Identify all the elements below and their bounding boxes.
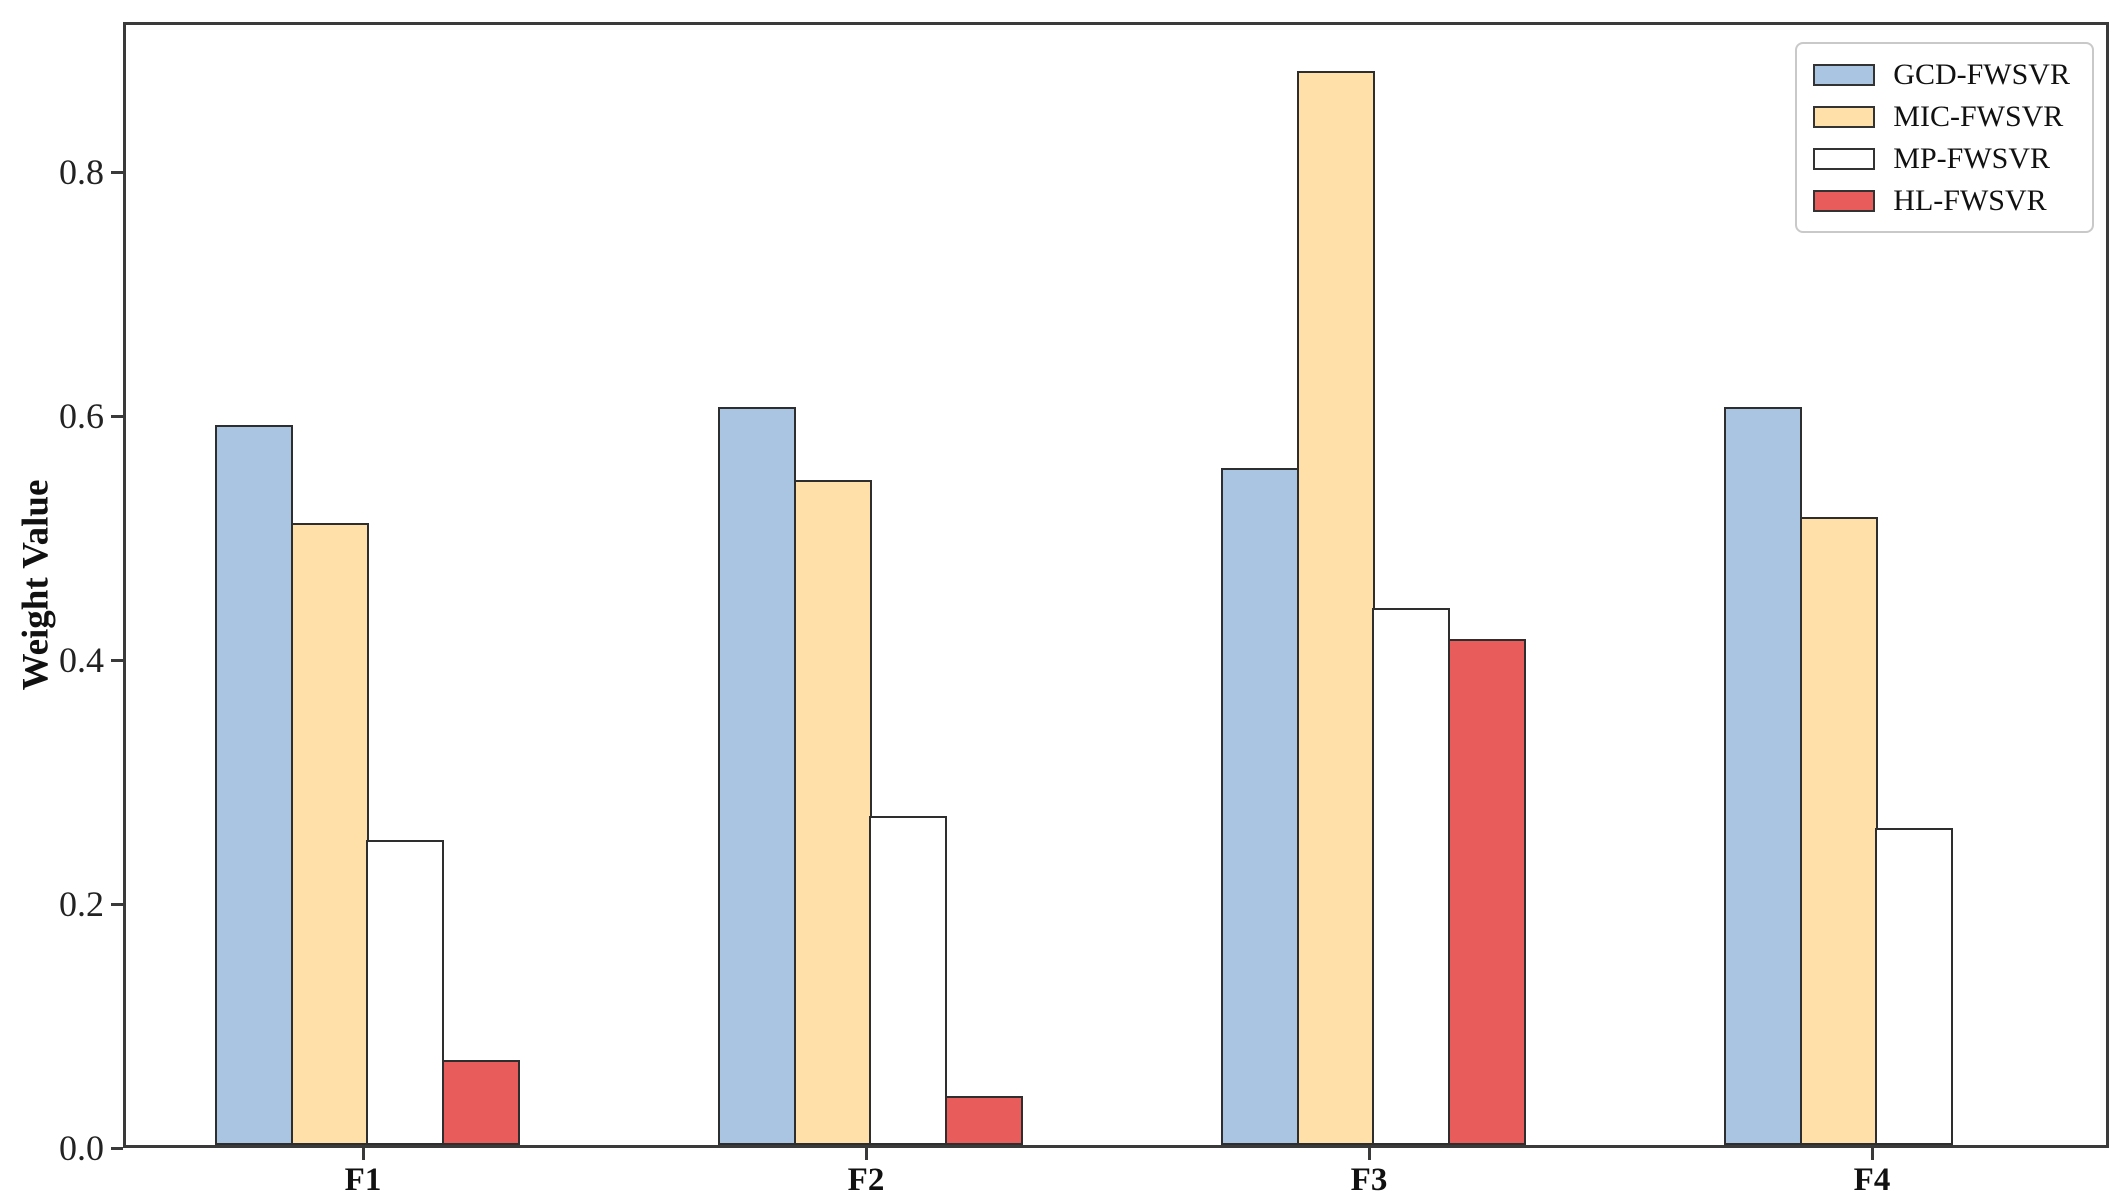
y-tick-label: 0.8 — [59, 152, 104, 193]
legend-swatch-MP-FWSVR — [1813, 147, 1876, 170]
y-tick-mark — [111, 658, 123, 662]
x-tick-label-F3: F3 — [1350, 1162, 1388, 1198]
bar-F1-GCD-FWSVR — [215, 425, 293, 1145]
bars-layer — [126, 25, 2106, 1145]
bar-F2-MP-FWSVR — [869, 815, 947, 1145]
bar-F2-MIC-FWSVR — [793, 480, 872, 1145]
y-tick-mark — [111, 414, 123, 418]
legend-label: MIC-FWSVR — [1893, 100, 2064, 133]
legend: GCD-FWSVR MIC-FWSVR MP-FWSVR HL-FWSVR — [1795, 42, 2094, 233]
legend-swatch-MIC-FWSVR — [1813, 105, 1876, 128]
bar-F4-GCD-FWSVR — [1724, 406, 1802, 1145]
x-tick-label-F4: F4 — [1853, 1162, 1891, 1198]
y-tick-label: 0.6 — [59, 396, 104, 437]
x-tick-label-F2: F2 — [847, 1162, 885, 1198]
legend-item: MIC-FWSVR — [1813, 100, 2070, 133]
bar-F3-MP-FWSVR — [1372, 608, 1450, 1145]
y-tick-mark — [111, 902, 123, 906]
legend-item: HL-FWSVR — [1813, 184, 2070, 217]
x-tick-mark — [361, 1148, 365, 1160]
legend-swatch-GCD-FWSVR — [1813, 63, 1876, 86]
y-tick-label: 0.2 — [59, 884, 104, 924]
legend-item: MP-FWSVR — [1813, 142, 2070, 175]
legend-label: MP-FWSVR — [1893, 142, 2051, 175]
x-tick-mark — [864, 1148, 868, 1160]
bar-F1-HL-FWSVR — [441, 1059, 520, 1145]
bar-F3-HL-FWSVR — [1447, 638, 1526, 1145]
y-axis-label: Weight Value — [15, 479, 57, 691]
legend-swatch-HL-FWSVR — [1813, 189, 1876, 212]
x-tick-mark — [1367, 1148, 1371, 1160]
y-tick-mark — [111, 170, 123, 174]
bar-F1-MIC-FWSVR — [290, 522, 369, 1145]
legend-item: GCD-FWSVR — [1813, 58, 2070, 91]
x-tick-label-F1: F1 — [344, 1162, 382, 1198]
x-tick-mark — [1870, 1148, 1874, 1160]
bar-F4-MP-FWSVR — [1875, 827, 1953, 1145]
bar-F4-MIC-FWSVR — [1799, 516, 1878, 1145]
legend-label: HL-FWSVR — [1893, 184, 2047, 217]
bar-F1-MP-FWSVR — [366, 840, 444, 1145]
bar-F2-HL-FWSVR — [944, 1096, 1023, 1145]
bar-F3-MIC-FWSVR — [1296, 71, 1375, 1145]
plot-area: GCD-FWSVR MIC-FWSVR MP-FWSVR HL-FWSVR — [123, 22, 2109, 1148]
legend-label: GCD-FWSVR — [1893, 58, 2070, 91]
bar-F3-GCD-FWSVR — [1221, 467, 1299, 1145]
y-tick-mark — [111, 1146, 123, 1150]
bar-F2-GCD-FWSVR — [718, 406, 796, 1145]
y-tick-label: 0.0 — [59, 1128, 104, 1168]
